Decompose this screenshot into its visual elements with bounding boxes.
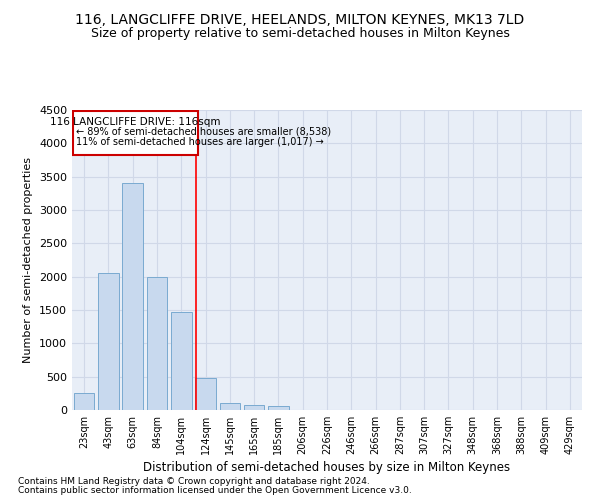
Y-axis label: Number of semi-detached properties: Number of semi-detached properties bbox=[23, 157, 34, 363]
Bar bbox=[268, 406, 289, 410]
Bar bbox=[122, 184, 143, 410]
Text: 11% of semi-detached houses are larger (1,017) →: 11% of semi-detached houses are larger (… bbox=[76, 136, 323, 146]
Text: ← 89% of semi-detached houses are smaller (8,538): ← 89% of semi-detached houses are smalle… bbox=[76, 126, 331, 136]
Text: Distribution of semi-detached houses by size in Milton Keynes: Distribution of semi-detached houses by … bbox=[143, 461, 511, 474]
Bar bbox=[195, 378, 216, 410]
Bar bbox=[220, 404, 240, 410]
FancyBboxPatch shape bbox=[73, 112, 198, 156]
Text: Contains HM Land Registry data © Crown copyright and database right 2024.: Contains HM Land Registry data © Crown c… bbox=[18, 477, 370, 486]
Bar bbox=[171, 312, 191, 410]
Bar bbox=[74, 394, 94, 410]
Text: Size of property relative to semi-detached houses in Milton Keynes: Size of property relative to semi-detach… bbox=[91, 28, 509, 40]
Bar bbox=[98, 274, 119, 410]
Text: 116 LANGCLIFFE DRIVE: 116sqm: 116 LANGCLIFFE DRIVE: 116sqm bbox=[50, 118, 221, 128]
Text: Contains public sector information licensed under the Open Government Licence v3: Contains public sector information licen… bbox=[18, 486, 412, 495]
Text: 116, LANGCLIFFE DRIVE, HEELANDS, MILTON KEYNES, MK13 7LD: 116, LANGCLIFFE DRIVE, HEELANDS, MILTON … bbox=[76, 12, 524, 26]
Bar bbox=[146, 276, 167, 410]
Bar bbox=[244, 405, 265, 410]
